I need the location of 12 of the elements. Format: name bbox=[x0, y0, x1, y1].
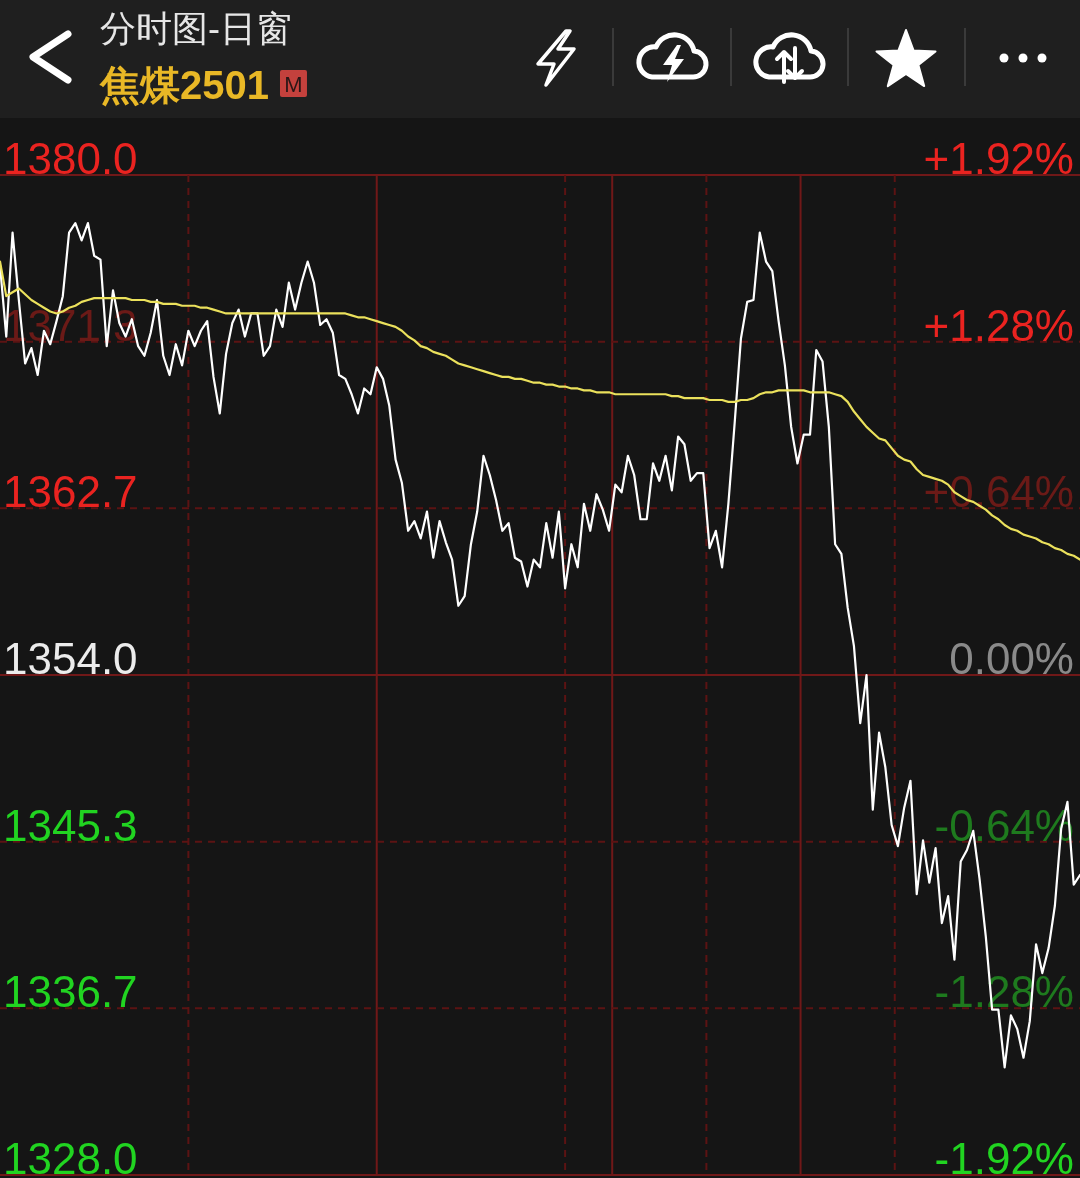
y-tick-label: 1380.0 bbox=[3, 134, 138, 183]
title: 分时图-日窗 bbox=[100, 8, 292, 49]
y2-tick-label: +1.92% bbox=[923, 134, 1074, 183]
y2-tick-label: -1.92% bbox=[934, 1134, 1074, 1178]
y-tick-label: 1345.3 bbox=[3, 800, 138, 850]
y2-tick-label: +1.28% bbox=[923, 300, 1074, 350]
subtitle: 焦煤2501 bbox=[100, 63, 269, 107]
y-tick-label: 1362.7 bbox=[3, 467, 138, 517]
y2-tick-label: 0.00% bbox=[949, 634, 1074, 683]
y-tick-label: 1336.7 bbox=[3, 967, 138, 1017]
y-tick-label: 1354.0 bbox=[3, 634, 138, 683]
y-tick-label: 1328.0 bbox=[3, 1134, 138, 1178]
